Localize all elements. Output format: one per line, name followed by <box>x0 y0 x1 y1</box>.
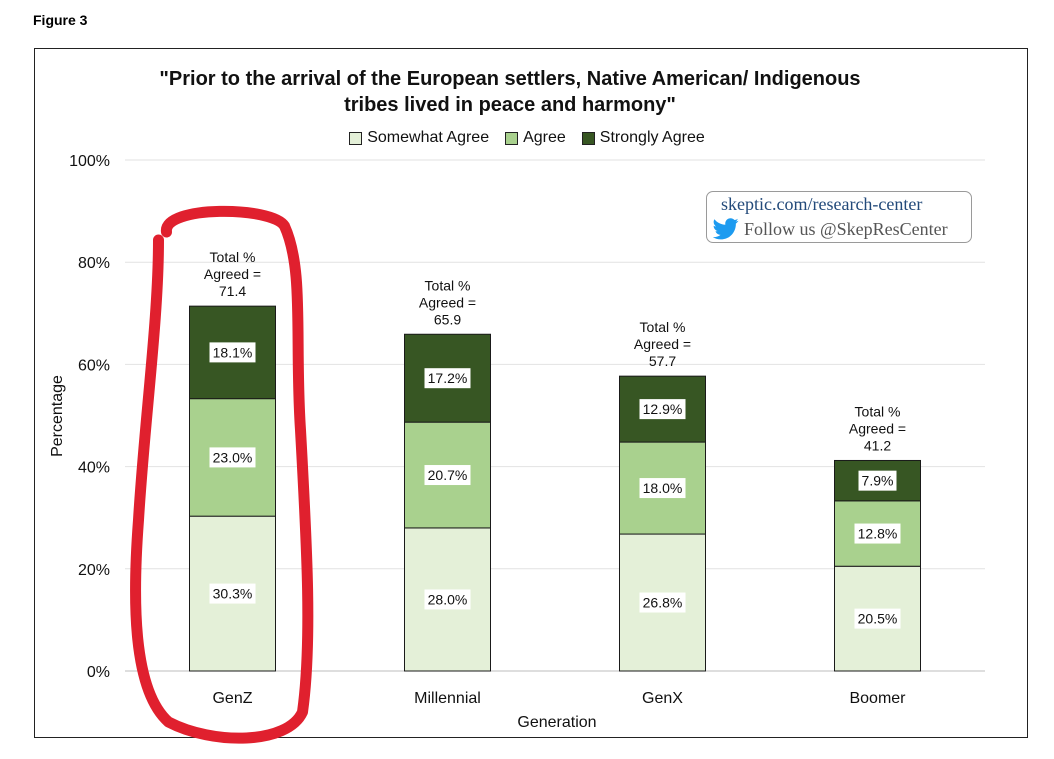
total-caption-label: Total % <box>855 403 901 419</box>
x-tick-label: Boomer <box>849 690 906 707</box>
x-axis-label: Generation <box>517 714 596 731</box>
data-label: 26.8% <box>643 595 683 611</box>
y-tick-label: 40% <box>78 460 110 477</box>
y-tick-label: 20% <box>78 562 110 579</box>
legend-item-agree: Agree <box>505 129 566 147</box>
badge-follow-row[interactable]: Follow us @SkepResCenter <box>713 218 948 240</box>
legend-swatch-somewhat-agree <box>349 131 363 145</box>
y-tick-label: 80% <box>78 255 110 272</box>
data-label-box <box>209 342 256 363</box>
legend-swatch-agree <box>505 131 519 145</box>
figure-label: Figure 3 <box>33 12 88 28</box>
annotation <box>130 205 314 744</box>
total-caption-label: Total % <box>210 249 256 265</box>
data-label: 20.5% <box>858 611 898 627</box>
red-circle-annotation <box>130 205 314 744</box>
total-caption-label: Total % <box>640 319 686 335</box>
data-label-box <box>854 608 901 629</box>
data-label-box <box>424 368 471 389</box>
total-caption-label: Agreed = <box>634 336 691 352</box>
data-label-box <box>854 523 901 544</box>
legend-label-strongly-agree: Strongly Agree <box>599 129 705 146</box>
total-value-label: 65.9 <box>434 311 461 327</box>
y-tick-label: 0% <box>87 664 110 681</box>
chart-title: "Prior to the arrival of the European se… <box>100 66 920 118</box>
total-value-label: 71.4 <box>219 283 246 299</box>
data-label: 17.2% <box>428 370 468 386</box>
data-label-box <box>424 465 471 486</box>
chart-frame <box>34 48 1028 738</box>
y-axis-label: Percentage <box>49 375 66 457</box>
total-caption-label: Agreed = <box>419 294 476 310</box>
bar-segment-somewhat-agree <box>189 515 276 672</box>
badge-follow-text[interactable]: Follow us @SkepResCenter <box>744 218 948 239</box>
data-label-box <box>639 592 686 613</box>
total-caption-label: Agreed = <box>204 266 261 282</box>
data-label: 12.9% <box>643 401 683 417</box>
total-value-label: 57.7 <box>649 353 676 369</box>
total-caption-label: Total % <box>425 277 471 293</box>
legend-swatch-strongly-agree <box>581 131 595 145</box>
bars: 30.3%23.0%18.1%Total %Agreed =71.4GenZ28… <box>189 249 921 707</box>
badge-url[interactable]: skeptic.com/research-center <box>721 194 923 214</box>
data-label: 12.8% <box>858 526 898 542</box>
data-label-box <box>209 447 256 468</box>
data-label-box <box>209 583 256 604</box>
x-tick-label: GenZ <box>212 690 252 707</box>
legend-label-somewhat-agree: Somewhat Agree <box>367 129 490 146</box>
data-label-box <box>639 478 686 499</box>
data-label: 20.7% <box>428 467 468 483</box>
data-label-box <box>639 399 686 420</box>
total-value-label: 41.2 <box>864 437 891 453</box>
x-tick-label: GenX <box>642 690 683 707</box>
x-tick-label: Millennial <box>414 690 481 707</box>
legend-label-agree: Agree <box>523 129 566 146</box>
data-label: 30.3% <box>213 586 253 602</box>
chart-title-line-1: "Prior to the arrival of the European se… <box>159 68 861 90</box>
data-label: 18.0% <box>643 480 683 496</box>
legend-item-strongly-agree: Strongly Agree <box>581 129 705 147</box>
y-tick-label: 100% <box>69 153 110 170</box>
data-label: 28.0% <box>428 591 468 607</box>
data-label: 7.9% <box>862 473 894 489</box>
total-caption-label: Agreed = <box>849 420 906 436</box>
source-badge[interactable]: skeptic.com/research-center Follow us @S… <box>706 191 972 243</box>
data-label: 18.1% <box>213 344 253 360</box>
y-axis-ticks: 0% 20% 40% 60% 80% 100% <box>69 153 110 681</box>
data-label-box <box>858 470 897 491</box>
chart-title-line-2: tribes lived in peace and harmony" <box>344 94 676 116</box>
data-label: 23.0% <box>213 449 253 465</box>
twitter-bird-icon <box>713 218 739 240</box>
data-label-box <box>424 589 471 610</box>
y-tick-label: 60% <box>78 357 110 374</box>
legend-item-somewhat-agree: Somewhat Agree <box>349 129 489 147</box>
legend: Somewhat Agree Agree Strongly Agree <box>0 129 1054 147</box>
